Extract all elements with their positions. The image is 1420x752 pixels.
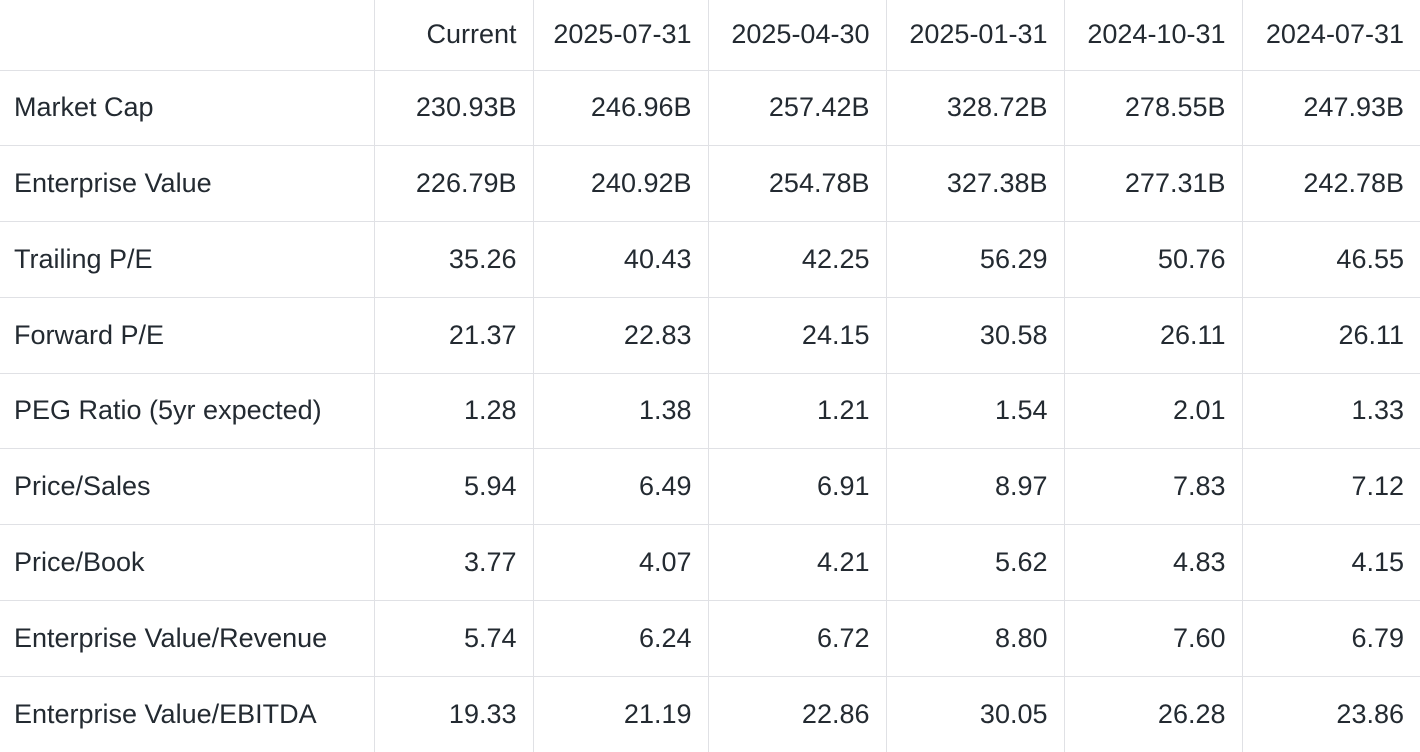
value-cell: 1.54 [885, 372, 1064, 449]
value-cell: 30.58 [885, 296, 1064, 374]
row-label: Enterprise Value/EBITDA [0, 675, 374, 752]
table-row-market-cap: Market Cap 230.93B 246.96B 257.42B 328.7… [0, 69, 1420, 146]
table-row-ev-ebitda: Enterprise Value/EBITDA 19.33 21.19 22.8… [0, 675, 1420, 752]
row-label: Price/Sales [0, 448, 374, 525]
value-cell: 1.28 [373, 372, 533, 449]
value-cell: 4.07 [532, 524, 708, 601]
value-cell: 40.43 [532, 221, 708, 298]
value-cell: 42.25 [707, 221, 886, 298]
value-cell: 6.72 [707, 599, 886, 677]
value-cell: 4.15 [1241, 524, 1420, 601]
value-cell: 22.83 [532, 296, 708, 374]
value-cell: 230.93B [373, 69, 533, 146]
value-cell: 21.37 [373, 296, 533, 374]
value-cell: 5.74 [373, 599, 533, 677]
value-cell: 2.01 [1063, 372, 1242, 449]
value-cell: 328.72B [885, 69, 1064, 146]
table-row-price-sales: Price/Sales 5.94 6.49 6.91 8.97 7.83 7.1… [0, 448, 1420, 525]
table-row-enterprise-value: Enterprise Value 226.79B 240.92B 254.78B… [0, 145, 1420, 222]
value-cell: 26.28 [1063, 675, 1242, 752]
value-cell: 5.94 [373, 448, 533, 525]
column-header-current: Current [373, 0, 533, 70]
column-header-date: 2024-10-31 [1063, 0, 1242, 70]
table-row-trailing-pe: Trailing P/E 35.26 40.43 42.25 56.29 50.… [0, 221, 1420, 298]
value-cell: 257.42B [707, 69, 886, 146]
value-cell: 278.55B [1063, 69, 1242, 146]
value-cell: 22.86 [707, 675, 886, 752]
value-cell: 1.21 [707, 372, 886, 449]
column-header-date: 2025-07-31 [532, 0, 708, 70]
value-cell: 23.86 [1241, 675, 1420, 752]
table-row-ev-revenue: Enterprise Value/Revenue 5.74 6.24 6.72 … [0, 599, 1420, 677]
row-label: Price/Book [0, 524, 374, 601]
row-label: Market Cap [0, 69, 374, 146]
column-header-date: 2025-01-31 [885, 0, 1064, 70]
header-row: Current 2025-07-31 2025-04-30 2025-01-31… [0, 0, 1420, 70]
value-cell: 6.91 [707, 448, 886, 525]
value-cell: 30.05 [885, 675, 1064, 752]
value-cell: 8.97 [885, 448, 1064, 525]
value-cell: 1.33 [1241, 372, 1420, 449]
value-cell: 254.78B [707, 145, 886, 222]
value-cell: 246.96B [532, 69, 708, 146]
value-cell: 6.79 [1241, 599, 1420, 677]
column-header-date: 2025-04-30 [707, 0, 886, 70]
value-cell: 7.60 [1063, 599, 1242, 677]
value-cell: 7.12 [1241, 448, 1420, 525]
value-cell: 327.38B [885, 145, 1064, 222]
value-cell: 46.55 [1241, 221, 1420, 298]
value-cell: 247.93B [1241, 69, 1420, 146]
value-cell: 4.83 [1063, 524, 1242, 601]
table-row-forward-pe: Forward P/E 21.37 22.83 24.15 30.58 26.1… [0, 296, 1420, 374]
row-label: Enterprise Value [0, 145, 374, 222]
value-cell: 4.21 [707, 524, 886, 601]
value-cell: 5.62 [885, 524, 1064, 601]
value-cell: 50.76 [1063, 221, 1242, 298]
value-cell: 26.11 [1063, 296, 1242, 374]
value-cell: 240.92B [532, 145, 708, 222]
value-cell: 21.19 [532, 675, 708, 752]
value-cell: 7.83 [1063, 448, 1242, 525]
value-cell: 6.24 [532, 599, 708, 677]
row-label: PEG Ratio (5yr expected) [0, 372, 374, 449]
value-cell: 1.38 [532, 372, 708, 449]
value-cell: 242.78B [1241, 145, 1420, 222]
table-row-price-book: Price/Book 3.77 4.07 4.21 5.62 4.83 4.15 [0, 524, 1420, 601]
row-label: Forward P/E [0, 296, 374, 374]
value-cell: 3.77 [373, 524, 533, 601]
value-cell: 226.79B [373, 145, 533, 222]
column-header-blank [0, 0, 374, 70]
value-cell: 277.31B [1063, 145, 1242, 222]
value-cell: 26.11 [1241, 296, 1420, 374]
value-cell: 6.49 [532, 448, 708, 525]
value-cell: 8.80 [885, 599, 1064, 677]
column-header-date: 2024-07-31 [1241, 0, 1420, 70]
value-cell: 19.33 [373, 675, 533, 752]
row-label: Enterprise Value/Revenue [0, 599, 374, 677]
value-cell: 35.26 [373, 221, 533, 298]
value-cell: 24.15 [707, 296, 886, 374]
value-cell: 56.29 [885, 221, 1064, 298]
row-label: Trailing P/E [0, 221, 374, 298]
table-row-peg-ratio: PEG Ratio (5yr expected) 1.28 1.38 1.21 … [0, 372, 1420, 449]
